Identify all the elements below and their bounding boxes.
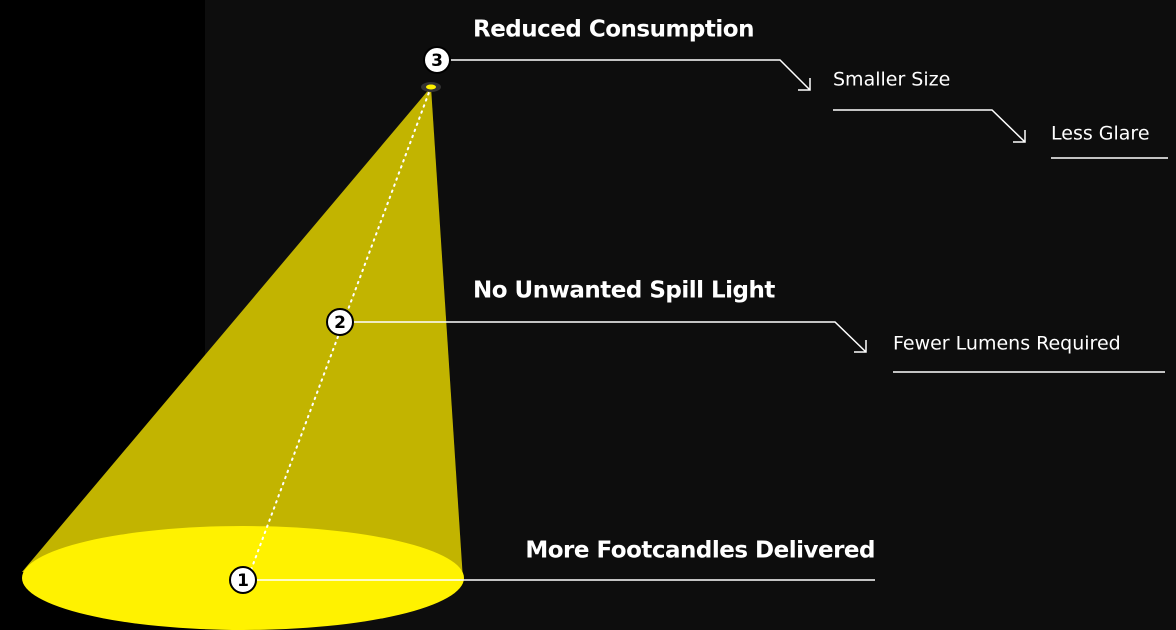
note: Fewer Lumens Required — [893, 333, 1121, 355]
marker-number: 3 — [431, 51, 443, 71]
marker-number: 1 — [237, 571, 249, 591]
diagram: 3 Reduced Consumption Smaller Size Less … — [0, 0, 1176, 630]
heading: No Unwanted Spill Light — [473, 278, 775, 304]
marker-number: 2 — [334, 313, 346, 333]
heading: Reduced Consumption — [473, 17, 754, 43]
note: Less Glare — [1051, 123, 1150, 145]
note: Smaller Size — [833, 69, 950, 91]
heading: More Footcandles Delivered — [525, 538, 875, 564]
fixture-lamp — [426, 85, 436, 90]
